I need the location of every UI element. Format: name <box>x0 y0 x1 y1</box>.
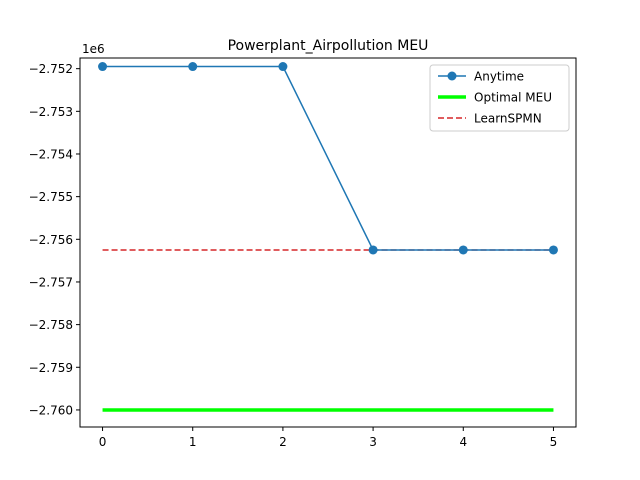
data-point-anytime-3 <box>368 245 378 255</box>
plot-area <box>98 62 558 412</box>
data-point-anytime-1 <box>188 62 198 72</box>
data-point-anytime-2 <box>278 62 288 72</box>
x-tick-label: 3 <box>369 435 377 449</box>
legend-label: Optimal MEU <box>474 91 552 105</box>
data-point-anytime-0 <box>98 62 108 72</box>
y-tick-label: −2.753 <box>29 105 73 119</box>
legend-marker <box>447 71 457 81</box>
x-tick-label: 0 <box>99 435 107 449</box>
y-tick-label: −2.759 <box>29 361 73 375</box>
x-tick-label: 5 <box>550 435 558 449</box>
y-tick-label: −2.756 <box>29 233 73 247</box>
y-tick-label: −2.757 <box>29 275 73 289</box>
x-tick-label: 1 <box>189 435 197 449</box>
legend-label: LearnSPMN <box>474 112 542 126</box>
y-tick-label: −2.758 <box>29 318 73 332</box>
y-tick-label: −2.752 <box>29 62 73 76</box>
y-tick-label: −2.760 <box>29 403 73 417</box>
x-axis: 0 1 2 3 4 5 <box>99 427 558 449</box>
x-tick-label: 4 <box>459 435 467 449</box>
data-point-anytime-5 <box>548 245 558 255</box>
axes-frame <box>79 57 577 428</box>
data-point-anytime-4 <box>458 245 468 255</box>
y-axis-offset-label: 1e6 <box>82 42 105 56</box>
chart-title: Powerplant_Airpollution MEU <box>228 38 429 54</box>
legend-label: Anytime <box>474 70 524 84</box>
legend-box <box>429 64 570 132</box>
y-tick-label: −2.755 <box>29 190 73 204</box>
y-axis: −2.752 −2.753 −2.754 −2.755 −2.756 −2.757 −2.7… <box>29 62 80 417</box>
y-tick-label: −2.754 <box>29 147 73 161</box>
legend: Anytime Optimal MEU LearnSPMN <box>429 64 570 132</box>
series-line-anytime <box>102 65 554 251</box>
x-tick-label: 2 <box>279 435 287 449</box>
